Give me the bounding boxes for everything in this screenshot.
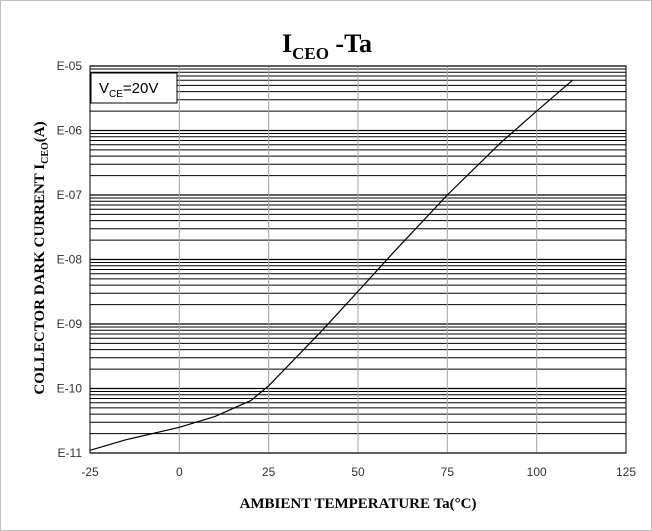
x-axis-label: AMBIENT TEMPERATURE Ta(°C)	[240, 496, 477, 512]
plot-border	[89, 65, 627, 454]
annotation-rest: =20V	[123, 80, 158, 97]
series-group	[89, 79, 573, 451]
x-tick-label: 100	[527, 465, 547, 479]
annotation-box: VCE=20V	[90, 72, 178, 104]
annotation-main: V	[99, 80, 109, 97]
annotation-sub: CE	[109, 89, 123, 100]
y-axis-label-main: COLLECTOR DARK CURRENT I	[32, 164, 48, 395]
y-tick-label: E-10	[57, 382, 83, 396]
annotation-text: VCE=20V	[99, 80, 158, 100]
y-axis-label: COLLECTOR DARK CURRENT ICEO(A)	[32, 121, 51, 394]
y-tick-label: E-07	[57, 188, 83, 202]
y-tick-labels: E-11 E-10 E-09 E-08 E-07 E-06 E-05	[57, 59, 83, 460]
grid	[89, 65, 627, 454]
y-axis-label-rest: (A)	[32, 121, 48, 142]
x-tick-label: 0	[176, 465, 183, 479]
x-tick-label: 50	[351, 465, 365, 479]
x-tick-label: -25	[81, 465, 99, 479]
chart-title-rest: -Ta	[329, 29, 372, 58]
series-line	[89, 79, 573, 451]
x-tick-label: 25	[262, 465, 276, 479]
x-tick-labels: -25 0 25 50 75 100 125	[81, 465, 636, 479]
chart-title: ICEO -Ta	[282, 29, 372, 63]
y-tick-label: E-08	[57, 253, 83, 267]
x-tick-label: 75	[441, 465, 455, 479]
y-tick-label: E-05	[57, 59, 83, 73]
y-tick-label: E-06	[57, 124, 83, 138]
y-axis-label-sub: CEO	[40, 142, 51, 164]
y-tick-label: E-09	[57, 317, 83, 331]
chart-title-sub: CEO	[292, 44, 329, 63]
y-tick-label: E-11	[58, 446, 83, 460]
chart-title-main: I	[282, 29, 292, 58]
x-tick-label: 125	[616, 465, 636, 479]
annotation-box-border	[90, 72, 178, 104]
